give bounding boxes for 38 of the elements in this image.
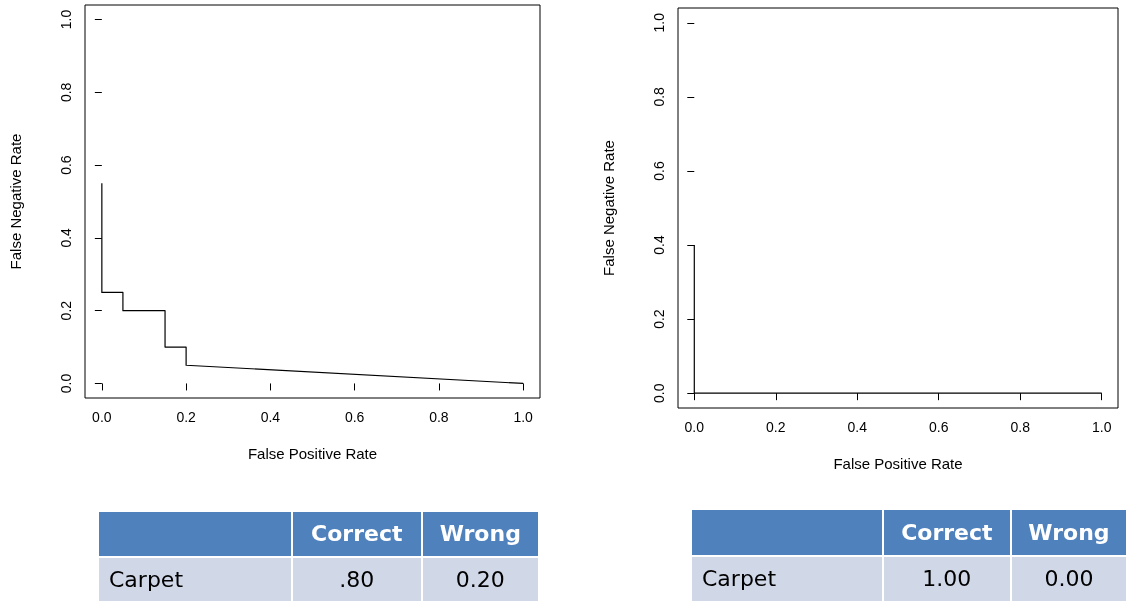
x-tick-label: 0.0 bbox=[684, 419, 705, 435]
x-axis-title: False Positive Rate bbox=[247, 445, 378, 462]
x-tick-label: 0.4 bbox=[260, 409, 281, 425]
x-tick-label: 0.4 bbox=[847, 419, 868, 435]
y-tick-label: 0.2 bbox=[651, 309, 667, 329]
x-tick-label: 0.6 bbox=[344, 409, 365, 425]
y-tick-label: 0.6 bbox=[651, 161, 667, 181]
text: .80 bbox=[339, 566, 375, 592]
text: 0.20 bbox=[455, 566, 505, 592]
y-axis-title: False Negative Rate bbox=[7, 133, 24, 270]
category-label: Correct bbox=[292, 511, 422, 557]
x-tick-label: 0.8 bbox=[1010, 419, 1031, 435]
y-tick-label: 0.4 bbox=[651, 235, 667, 255]
x-tick-label: 0.2 bbox=[176, 409, 197, 425]
category-label: Wrong bbox=[1010, 509, 1127, 556]
category-label: Correct bbox=[882, 509, 1011, 556]
y-tick-label: 0.8 bbox=[651, 86, 667, 107]
y-tick-label: 1.0 bbox=[58, 9, 74, 30]
x-tick-label: 0.6 bbox=[929, 419, 949, 435]
y-tick-label: 0.6 bbox=[58, 155, 74, 175]
x-tick-label: 1.0 bbox=[1091, 419, 1112, 435]
y-tick-label: 1.0 bbox=[651, 12, 667, 33]
y-tick-label: 0.4 bbox=[58, 227, 74, 248]
text: 0.00 bbox=[1044, 566, 1094, 592]
y-tick-label: 0.0 bbox=[651, 383, 667, 403]
category-label: Carpet bbox=[109, 566, 184, 592]
y-tick-label: 0.0 bbox=[58, 373, 74, 394]
category-label: Wrong bbox=[421, 511, 539, 557]
text: 1.00 bbox=[922, 566, 972, 592]
x-tick-label: 0.8 bbox=[429, 409, 449, 425]
y-tick-label: 0.8 bbox=[58, 82, 74, 103]
y-tick-label: 0.2 bbox=[58, 300, 74, 321]
x-tick-label: 0.2 bbox=[766, 419, 786, 435]
category-label: Carpet bbox=[702, 566, 777, 592]
x-axis-title: False Positive Rate bbox=[833, 455, 963, 472]
x-tick-label: 1.0 bbox=[513, 409, 534, 425]
x-tick-label: 0.0 bbox=[92, 409, 112, 425]
y-axis-title: False Negative Rate bbox=[600, 140, 617, 276]
